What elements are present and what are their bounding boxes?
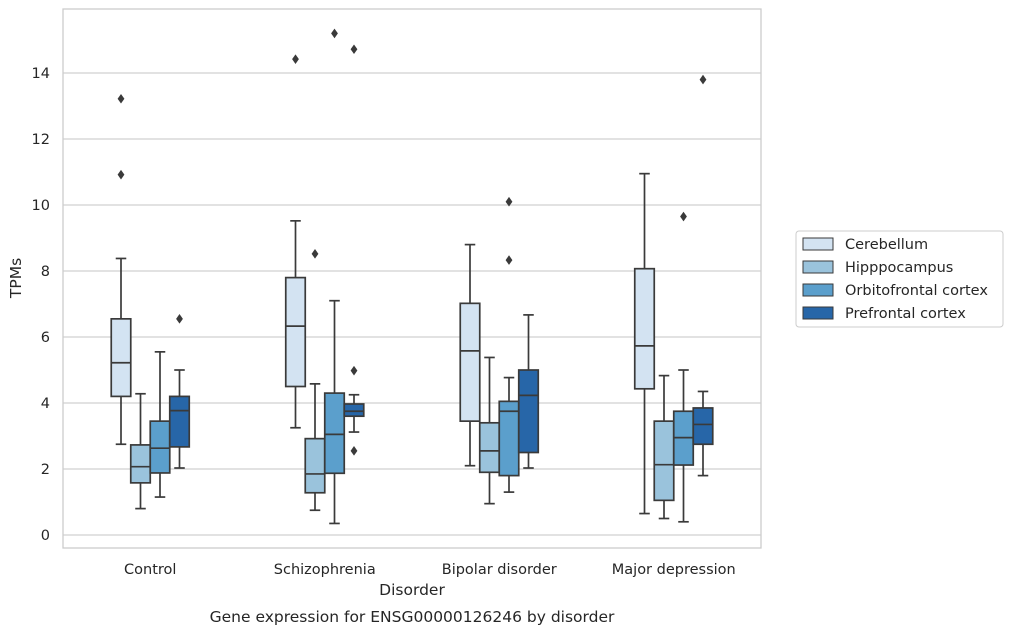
box-group (517, 314, 540, 469)
box-group (168, 314, 191, 469)
box-group (478, 356, 501, 505)
box (149, 420, 171, 474)
box-group (129, 392, 152, 510)
y-tick-label: 8 (41, 264, 50, 280)
x-tick-labels: Control Schizophrenia Bipolar disorder Majo… (124, 562, 736, 578)
outlier-point (331, 28, 338, 39)
legend-frame (795, 230, 1004, 328)
plot-frame (62, 8, 762, 549)
y-tick-label: 14 (32, 66, 50, 82)
outlier-point (117, 93, 125, 104)
y-tick-label: 0 (41, 528, 50, 544)
box (633, 267, 656, 390)
outlier-point (505, 196, 513, 207)
legend-swatch (802, 260, 834, 274)
box-group (110, 93, 132, 446)
legend-swatch (802, 306, 834, 320)
box (459, 302, 481, 422)
y-tick-labels: 0 2 4 6 8 10 12 14 (32, 66, 50, 544)
legend: Cerebellum Hipppocampus Orbitofrontal cort… (795, 230, 1004, 328)
y-axis-title: TPMs (7, 258, 25, 299)
box (110, 318, 132, 398)
box (284, 276, 307, 388)
box (478, 421, 501, 474)
outlier-point (505, 255, 513, 265)
box-plots (110, 28, 714, 525)
legend-label: Prefrontal cortex (845, 306, 966, 322)
outlier-point (311, 249, 319, 259)
outlier-point (292, 54, 299, 64)
legend-label: Orbitofrontal cortex (845, 283, 988, 299)
box-group (343, 44, 365, 456)
outlier-point (680, 211, 687, 222)
box (343, 403, 365, 418)
box-group (323, 28, 346, 525)
box-group (633, 172, 656, 515)
outlier-point (699, 74, 707, 85)
box-group (284, 54, 307, 429)
box (168, 395, 191, 448)
box-group (692, 74, 714, 477)
outlier-point (350, 446, 358, 456)
y-tick-label: 6 (41, 330, 50, 346)
x-tick-label: Major depression (612, 562, 736, 578)
box (692, 407, 714, 446)
x-tick-label: Bipolar disorder (442, 562, 557, 578)
box (129, 444, 152, 484)
y-tick-label: 10 (32, 198, 50, 214)
y-tick-label: 4 (41, 396, 50, 412)
legend-label: Hipppocampus (845, 260, 953, 276)
box-group (653, 374, 675, 520)
box (517, 369, 540, 454)
outlier-point (176, 314, 183, 324)
x-axis-title: Disorder (379, 581, 445, 599)
legend-swatch (802, 237, 834, 251)
box (323, 392, 346, 475)
x-tick-label: Schizophrenia (274, 562, 376, 578)
x-tick-label: Control (124, 562, 176, 578)
box (498, 400, 520, 477)
legend-label: Cerebellum (845, 237, 928, 253)
box (304, 437, 326, 494)
legend-swatch (802, 283, 834, 297)
box-group (459, 243, 481, 467)
outlier-point (117, 169, 125, 180)
y-tick-label: 12 (32, 132, 50, 148)
y-tick-label: 2 (41, 462, 50, 478)
figure-caption: Gene expression for ENSG00000126246 by d… (210, 608, 615, 626)
outlier-point (350, 44, 358, 55)
outlier-point (350, 365, 358, 376)
box-group (672, 211, 695, 523)
box (653, 420, 675, 502)
